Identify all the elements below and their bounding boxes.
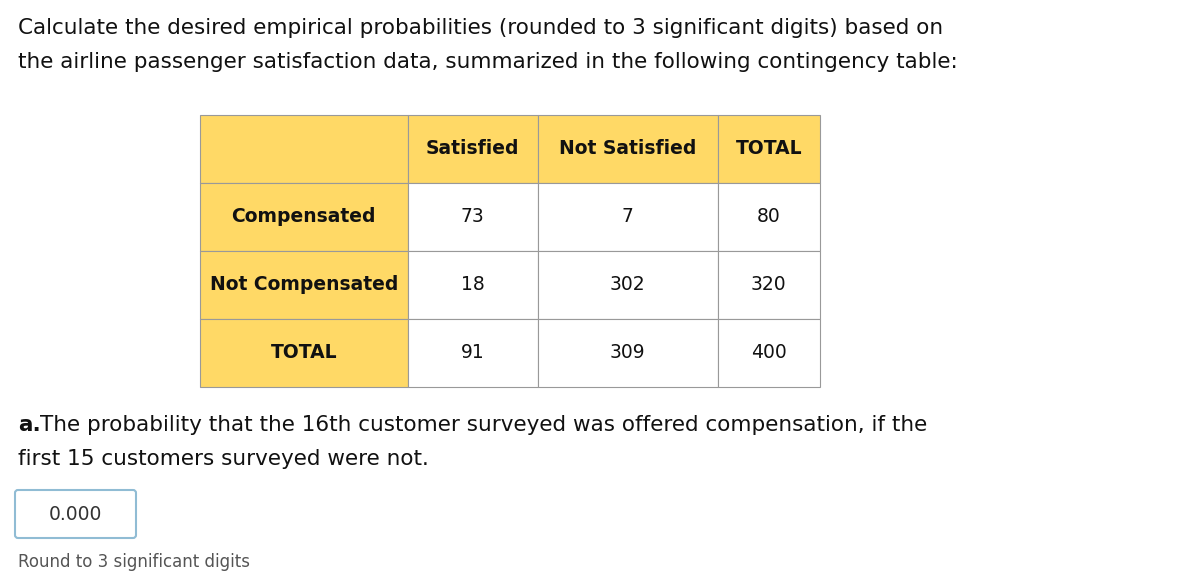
Text: 80: 80 — [757, 207, 781, 227]
Text: TOTAL: TOTAL — [736, 139, 802, 158]
Bar — [538, 183, 718, 251]
Text: 400: 400 — [751, 343, 787, 363]
Text: 0.000: 0.000 — [49, 505, 102, 523]
Text: first 15 customers surveyed were not.: first 15 customers surveyed were not. — [18, 449, 428, 469]
Text: Not Satisfied: Not Satisfied — [559, 139, 696, 158]
Bar — [200, 183, 408, 251]
Text: 7: 7 — [622, 207, 634, 227]
Text: a.: a. — [18, 415, 41, 435]
Text: the airline passenger satisfaction data, summarized in the following contingency: the airline passenger satisfaction data,… — [18, 52, 958, 72]
Bar — [408, 319, 538, 387]
Bar — [200, 319, 408, 387]
Text: Satisfied: Satisfied — [426, 139, 520, 158]
Bar — [538, 115, 718, 183]
Text: 302: 302 — [610, 275, 646, 295]
Text: TOTAL: TOTAL — [270, 343, 337, 363]
FancyBboxPatch shape — [14, 490, 136, 538]
Bar — [408, 251, 538, 319]
Text: 73: 73 — [461, 207, 485, 227]
Text: Not Compensated: Not Compensated — [210, 275, 398, 295]
Bar — [718, 251, 820, 319]
Bar — [718, 115, 820, 183]
Text: The probability that the 16th customer surveyed was offered compensation, if the: The probability that the 16th customer s… — [40, 415, 928, 435]
Bar — [538, 319, 718, 387]
Bar — [200, 115, 408, 183]
Bar — [408, 183, 538, 251]
Text: 320: 320 — [751, 275, 787, 295]
Bar — [718, 319, 820, 387]
Text: 91: 91 — [461, 343, 485, 363]
Text: Round to 3 significant digits: Round to 3 significant digits — [18, 553, 250, 571]
Bar — [200, 251, 408, 319]
Text: 18: 18 — [461, 275, 485, 295]
Bar — [718, 183, 820, 251]
Text: Calculate the desired empirical probabilities (rounded to 3 significant digits) : Calculate the desired empirical probabil… — [18, 18, 943, 38]
Bar — [538, 251, 718, 319]
Text: 309: 309 — [610, 343, 646, 363]
Bar — [408, 115, 538, 183]
Text: Compensated: Compensated — [232, 207, 376, 227]
